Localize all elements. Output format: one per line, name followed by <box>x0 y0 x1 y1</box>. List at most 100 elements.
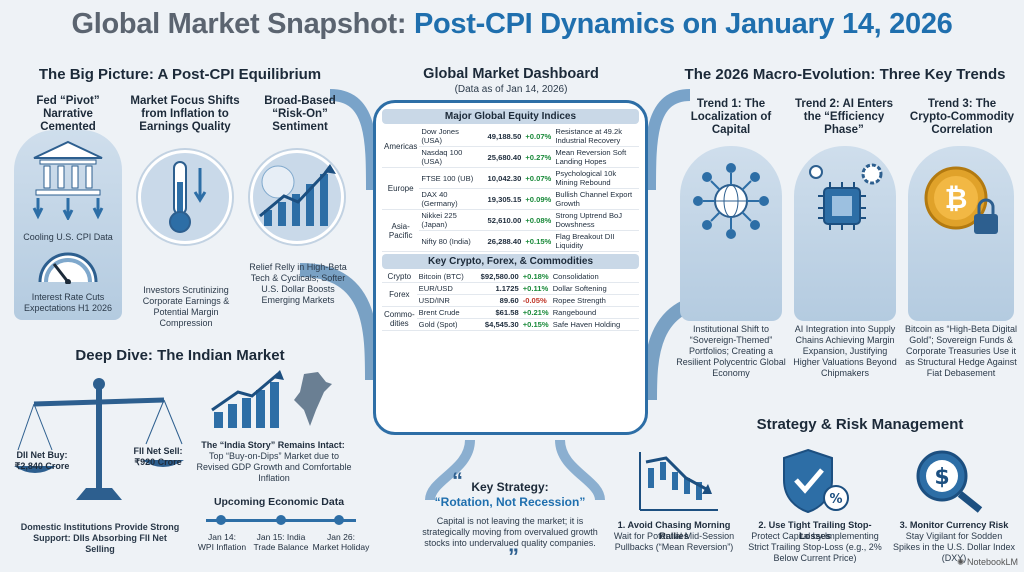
timeline-dot-3 <box>334 515 344 525</box>
brand-icon: ✺ <box>956 557 967 567</box>
asset-name: Gold (Spot) <box>416 318 479 331</box>
timeline-dot-1 <box>216 515 226 525</box>
asset-value: 1.1725 <box>478 282 521 295</box>
region-label: Americas <box>382 126 420 168</box>
asset-value: 19,305.15 <box>481 188 524 210</box>
equity-section-title: Major Global Equity Indices <box>382 109 639 124</box>
risk-title: Strategy & Risk Management <box>756 416 964 433</box>
asset-note: Psychological 10k Mining Rebound <box>553 167 639 189</box>
gauge-icon <box>38 252 98 284</box>
bitcoin-lock-icon: ₿ <box>924 166 998 234</box>
asset-value: 25,680.40 <box>481 146 524 168</box>
asset-name: Nikkei 225 (Japan) <box>419 209 482 231</box>
asset-note: Ropee Strength <box>550 294 639 307</box>
thermometer-icon <box>169 161 207 233</box>
upcoming-date: Jan 14: <box>208 532 236 542</box>
risk-item-2-title: 2. Use Tight Trailing Stop-Losses <box>758 520 872 541</box>
brand-footer: ✺ NotebookLM <box>957 557 1018 568</box>
upcoming-item-2: Jan 15: India Trade Balance <box>252 532 310 552</box>
upcoming-event: Market Holiday <box>312 542 370 552</box>
asset-name: Bitcoin (BTC) <box>416 271 479 283</box>
fed-pivot-title: Fed “Pivot” Narrative Cemented <box>36 95 100 133</box>
table-row: USD/INR 89.60 -0.05% Ropee Strength <box>382 294 639 307</box>
svg-text:$: $ <box>934 465 949 490</box>
bank-icon <box>32 140 104 220</box>
shield-check-icon: % <box>783 448 849 514</box>
asset-name: USD/INR <box>416 294 479 307</box>
dashboard-subtitle: (Data as of Jan 14, 2026) <box>454 84 568 95</box>
asset-value: 10,042.30 <box>481 167 524 189</box>
chip-icon <box>809 163 883 230</box>
asset-change: +0.08% <box>523 209 554 231</box>
india-map-chart-icon <box>211 370 332 428</box>
asset-change: -0.05% <box>520 294 551 307</box>
title-part-a: Global Market Snapshot: <box>71 8 407 40</box>
asset-name: Nifty 80 (India) <box>419 230 482 252</box>
asset-change: +0.11% <box>520 282 551 295</box>
table-row: Americas Dow Jones (USA) 49,188.50 +0.07% Re… <box>382 126 639 168</box>
quote-close-icon: ” <box>508 544 519 569</box>
asset-change: +0.18% <box>520 271 551 283</box>
asset-value: 52,610.00 <box>481 209 524 231</box>
asset-value: 26,288.40 <box>481 230 524 252</box>
asset-value: $92,580.00 <box>478 271 521 283</box>
india-story-title: The “India Story” Remains Intact: <box>201 440 345 450</box>
asset-note: Strong Uptrend BoJ Dowshness <box>553 209 639 231</box>
market-focus-title: Market Focus Shifts from Inflation to Ea… <box>130 95 240 133</box>
asset-change: +0.07% <box>523 126 554 147</box>
asset-name: DAX 40 (Germany) <box>419 188 482 210</box>
trends-title: The 2026 Macro-Evolution: Three Key Tren… <box>684 66 1006 83</box>
risk-item-1-title: 1. Avoid Chasing Morning Rallies <box>617 520 731 541</box>
asset-name: EUR/USD <box>416 282 479 295</box>
asset-note: Bullish Channel Export Growth <box>553 188 639 210</box>
table-row: Gold (Spot) $4,545.30 +0.15% Safe Haven Hol… <box>382 318 639 331</box>
big-picture-section: The Big Picture: A Post-CPI Equilibrium <box>10 66 350 83</box>
scale-caption: Domestic Institutions Provide Strong Sup… <box>20 522 180 554</box>
strategy-title: Key Strategy: <box>471 480 549 494</box>
table-row: Europe FTSE 100 (UB) 10,042.30 +0.07% Psycho… <box>382 167 639 210</box>
asset-name: Brent Crude <box>416 306 479 319</box>
risk-item-3-text: Stay Vigilant for Sodden Spikes in the U… <box>892 531 1016 563</box>
fii-label: FII Net Sell: ₹920 Crore <box>133 446 183 467</box>
brand-label: NotebookLM <box>966 557 1018 567</box>
dollar-search-icon: $ <box>916 450 983 513</box>
strategy-subtitle: “Rotation, Not Recession” <box>434 495 586 509</box>
india-section: Deep Dive: The Indian Market <box>10 347 350 364</box>
trend3-title: Trend 3: The Crypto-Commodity Correlatio… <box>909 98 1015 136</box>
asset-name: FTSE 100 (UB) <box>419 167 482 189</box>
table-row: Commo-dities Brent Crude $61.58 +0.21% Range… <box>382 306 639 331</box>
india-story-text: Top “Buy-on-Dips” Market due to Revised … <box>196 451 352 483</box>
table-row: DAX 40 (Germany) 19,305.15 +0.09% Bullish C… <box>382 188 639 210</box>
asset-value: $61.58 <box>478 306 521 319</box>
asset-note: Resistance at 49.2k Industrial Recovery <box>553 126 639 147</box>
asset-note: Mean Reversion Soft Landing Hopes <box>553 146 639 168</box>
trend2-caption: AI Integration into Supply Chains Achiev… <box>793 324 897 378</box>
upcoming-event: Trade Balance <box>253 542 309 552</box>
risk-item-2-text: Protect Capital by Implementing Strict T… <box>748 531 882 563</box>
equity-table: Americas Dow Jones (USA) 49,188.50 +0.07% Re… <box>382 126 639 252</box>
risk-item-1-text: Wait for Potential Mid-Session Pullbacks… <box>613 531 735 552</box>
asset-name: Dow Jones (USA) <box>419 126 482 147</box>
asset-note: Flag Breakout DII Liquidity <box>553 230 639 252</box>
trend1-caption: Institutional Shift to “Sovereign-Themed… <box>676 324 786 378</box>
earnings-caption: Investors Scrutinizing Corporate Earning… <box>142 285 230 328</box>
asset-change: +0.15% <box>520 318 551 331</box>
page-title: Global Market Snapshot: Post-CPI Dynamic… <box>0 0 1024 48</box>
table-row: Nasdaq 100 (USA) 25,680.40 +0.27% Mean Reve… <box>382 146 639 168</box>
risk-on-caption: Relief Relly in High-Beta Tech & Cyclica… <box>249 262 347 305</box>
upcoming-date: Jan 26: <box>327 532 355 542</box>
trend2-title: Trend 2: AI Enters the “Efficiency Phase… <box>795 98 893 136</box>
other-table: Crypto Bitcoin (BTC) $92,580.00 +0.18% Conso… <box>382 271 639 331</box>
region-label: Crypto <box>382 271 417 283</box>
table-row: Forex EUR/USD 1.1725 +0.11% Dollar Softening <box>382 282 639 307</box>
dii-label: DII Net Buy: ₹2,840 Crore <box>14 450 70 471</box>
dashboard-title: Global Market Dashboard <box>423 66 599 82</box>
dashboard-panel: Major Global Equity Indices Americas Dow … <box>373 100 648 435</box>
network-icon <box>693 163 769 239</box>
cpi-caption: Cooling U.S. CPI Data <box>23 232 113 242</box>
other-section-title: Key Crypto, Forex, & Commodities <box>382 254 639 269</box>
asset-change: +0.09% <box>523 188 554 210</box>
upcoming-item-3: Jan 26: Market Holiday <box>310 532 372 552</box>
timeline-dot-2 <box>276 515 286 525</box>
region-label: Europe <box>382 167 420 210</box>
